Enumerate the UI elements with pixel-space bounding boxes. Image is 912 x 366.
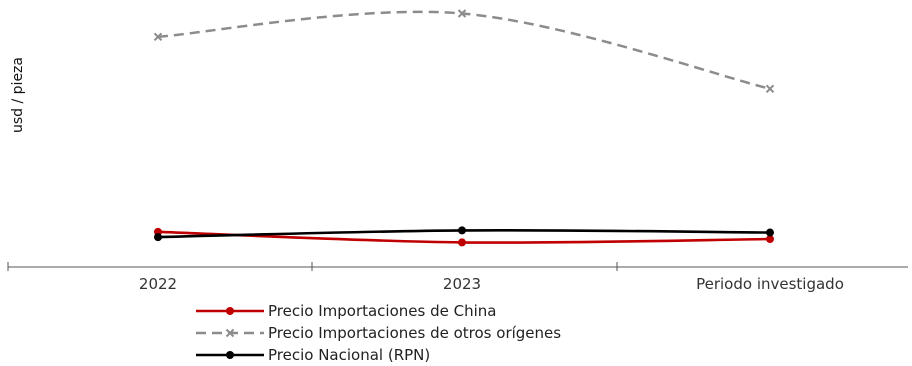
legend-item: Precio Importaciones de China <box>196 302 496 320</box>
x-tick-labels: 2022 2023 Periodo investigado <box>139 275 844 293</box>
data-point <box>458 226 466 235</box>
legend-marker <box>226 307 234 315</box>
legend-marker <box>225 328 235 338</box>
legend-label: Precio Importaciones de China <box>268 302 496 320</box>
data-point <box>154 233 162 242</box>
series-1 <box>153 9 775 94</box>
x-tick-label: Periodo investigado <box>696 275 844 293</box>
y-axis-label: usd / pieza <box>10 57 26 133</box>
legend-label: Precio Importaciones de otros orígenes <box>268 324 561 342</box>
legend-marker <box>226 351 234 359</box>
legend: Precio Importaciones de China Precio Impo… <box>196 302 561 364</box>
data-point <box>153 32 163 42</box>
x-tick-label: 2022 <box>139 275 177 293</box>
series-line <box>157 10 771 91</box>
legend-item: Precio Nacional (RPN) <box>196 346 430 364</box>
data-point <box>766 228 774 237</box>
data-point <box>766 235 774 244</box>
legend-label: Precio Nacional (RPN) <box>268 346 430 364</box>
series-layer <box>153 9 775 247</box>
x-tick-label: 2023 <box>443 275 481 293</box>
data-point <box>457 9 467 18</box>
data-point <box>458 238 466 247</box>
legend-item: Precio Importaciones de otros orígenes <box>196 324 561 342</box>
series-2 <box>154 226 774 242</box>
data-point <box>765 84 775 94</box>
